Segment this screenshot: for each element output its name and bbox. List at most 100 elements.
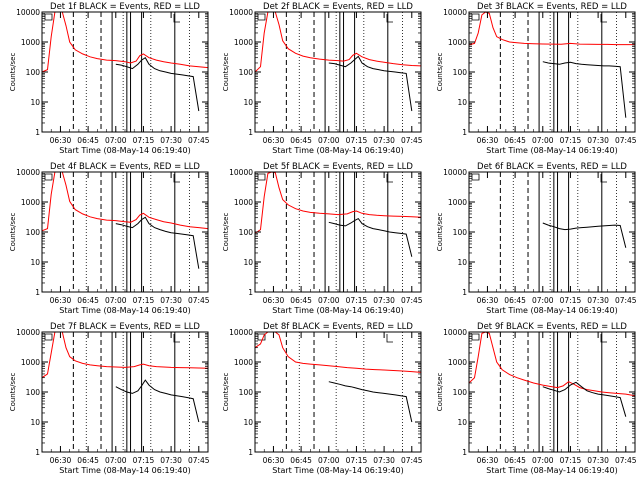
- events-series-line: [115, 379, 200, 423]
- panel-7: Det 7f BLACK = Events, RED = LLD 1 10 100 10…: [9, 322, 210, 475]
- x-tick-label: 06:30: [477, 136, 499, 145]
- events-series-line: [115, 216, 200, 269]
- x-tick-label: 06:45: [77, 456, 99, 465]
- y-axis-label: Counts/sec: [222, 53, 230, 92]
- events-series-line: [328, 217, 413, 257]
- corner-marker: [257, 173, 266, 181]
- x-tick-label: 07:15: [560, 296, 582, 305]
- y-tick-label: 1000: [21, 358, 40, 367]
- x-tick-label: 06:45: [504, 136, 526, 145]
- x-tick-label: 06:45: [290, 136, 312, 145]
- y-axis-label: Counts/sec: [436, 373, 444, 412]
- y-tick-label: 1: [462, 288, 467, 297]
- x-axis-label: Start Time (08-May-14 06:19:40): [272, 466, 403, 475]
- y-tick-label: 1000: [448, 198, 467, 207]
- x-axis-label: Start Time (08-May-14 06:19:40): [272, 306, 403, 315]
- corner-marker: [471, 13, 480, 21]
- x-tick-label: 06:30: [263, 456, 285, 465]
- corner-marker: [44, 333, 53, 341]
- panel-2: Det 2f BLACK = Events, RED = LLD 1 10 100 10…: [222, 2, 423, 155]
- x-tick-label: 07:00: [105, 136, 127, 145]
- x-tick-label: 07:30: [587, 296, 609, 305]
- x-tick-label: 06:45: [290, 456, 312, 465]
- chart-title: Det 2f BLACK = Events, RED = LLD: [263, 2, 413, 12]
- chart-title: Det 5f BLACK = Events, RED = LLD: [263, 162, 413, 172]
- y-axis-label: Counts/sec: [436, 53, 444, 92]
- y-tick-label: 100: [453, 388, 468, 397]
- x-tick-label: 07:00: [105, 296, 127, 305]
- x-axis-label: Start Time (08-May-14 06:19:40): [59, 146, 190, 155]
- corner-marker: [600, 14, 607, 23]
- y-tick-label: 10: [30, 418, 40, 427]
- corner-marker: [471, 333, 480, 341]
- y-tick-label: 10000: [229, 168, 253, 177]
- y-tick-label: 10: [243, 418, 253, 427]
- x-tick-label: 06:45: [504, 296, 526, 305]
- x-tick-label: 07:30: [160, 456, 182, 465]
- chart-title: Det 4f BLACK = Events, RED = LLD: [50, 162, 200, 172]
- x-tick-label: 07:45: [615, 136, 637, 145]
- x-axis-label: Start Time (08-May-14 06:19:40): [272, 146, 403, 155]
- panel-3: Det 3f BLACK = Events, RED = LLD 1 10 100 10…: [436, 2, 637, 155]
- corner-marker: [44, 173, 53, 181]
- x-tick-label: 07:30: [373, 296, 395, 305]
- x-tick-label: 07:45: [401, 296, 423, 305]
- y-tick-label: 1000: [21, 198, 40, 207]
- y-tick-label: 1: [248, 288, 253, 297]
- panel-1: Det 1f BLACK = Events, RED = LLD 1 10 100 10…: [9, 2, 210, 155]
- y-tick-label: 10000: [443, 328, 467, 337]
- corner-marker: [471, 173, 480, 181]
- x-tick-label: 07:30: [160, 296, 182, 305]
- x-tick-label: 07:00: [318, 296, 340, 305]
- lld-series-line: [468, 11, 635, 46]
- y-tick-label: 10000: [443, 8, 467, 17]
- lld-series-line: [254, 331, 422, 373]
- y-tick-label: 1000: [234, 198, 253, 207]
- plot-frame: [254, 331, 422, 453]
- x-tick-label: 07:15: [560, 136, 582, 145]
- x-tick-label: 06:30: [50, 456, 72, 465]
- corner-marker: [386, 14, 393, 23]
- chart-title: Det 9f BLACK = Events, RED = LLD: [477, 322, 627, 332]
- x-tick-label: 07:45: [188, 296, 210, 305]
- x-tick-label: 06:45: [504, 456, 526, 465]
- y-tick-label: 1: [35, 448, 40, 457]
- y-tick-label: 1: [35, 288, 40, 297]
- y-tick-label: 1000: [448, 38, 467, 47]
- events-series-line: [328, 381, 413, 423]
- x-axis-label: Start Time (08-May-14 06:19:40): [59, 466, 190, 475]
- y-tick-label: 1: [462, 448, 467, 457]
- corner-marker: [257, 333, 266, 341]
- corner-marker: [173, 334, 180, 343]
- x-tick-label: 07:45: [615, 296, 637, 305]
- corner-marker: [600, 334, 607, 343]
- x-tick-label: 07:00: [318, 136, 340, 145]
- x-tick-label: 06:45: [290, 296, 312, 305]
- chart-title: Det 6f BLACK = Events, RED = LLD: [477, 162, 627, 172]
- x-axis-label: Start Time (08-May-14 06:19:40): [59, 306, 190, 315]
- plot-frame: [468, 171, 636, 293]
- x-tick-label: 07:45: [615, 456, 637, 465]
- x-tick-label: 07:00: [318, 456, 340, 465]
- x-tick-label: 07:15: [133, 456, 155, 465]
- y-tick-label: 10: [457, 418, 467, 427]
- x-tick-label: 07:15: [346, 456, 368, 465]
- events-series-line: [115, 56, 200, 112]
- y-tick-label: 10: [243, 258, 253, 267]
- x-tick-label: 06:45: [77, 296, 99, 305]
- x-tick-label: 07:15: [133, 296, 155, 305]
- x-tick-label: 07:45: [188, 456, 210, 465]
- y-tick-label: 10000: [16, 8, 40, 17]
- y-tick-label: 10000: [229, 8, 253, 17]
- y-tick-label: 10: [457, 258, 467, 267]
- events-series-line: [542, 61, 627, 118]
- y-axis-label: Counts/sec: [9, 53, 17, 92]
- corner-marker: [386, 334, 393, 343]
- y-axis-label: Counts/sec: [222, 373, 230, 412]
- panel-8: Det 8f BLACK = Events, RED = LLD 1 10 100 10…: [222, 322, 423, 475]
- y-tick-label: 1000: [21, 38, 40, 47]
- x-tick-label: 07:00: [532, 296, 554, 305]
- x-tick-label: 07:45: [188, 136, 210, 145]
- y-tick-label: 10: [457, 98, 467, 107]
- chart-title: Det 3f BLACK = Events, RED = LLD: [477, 2, 627, 12]
